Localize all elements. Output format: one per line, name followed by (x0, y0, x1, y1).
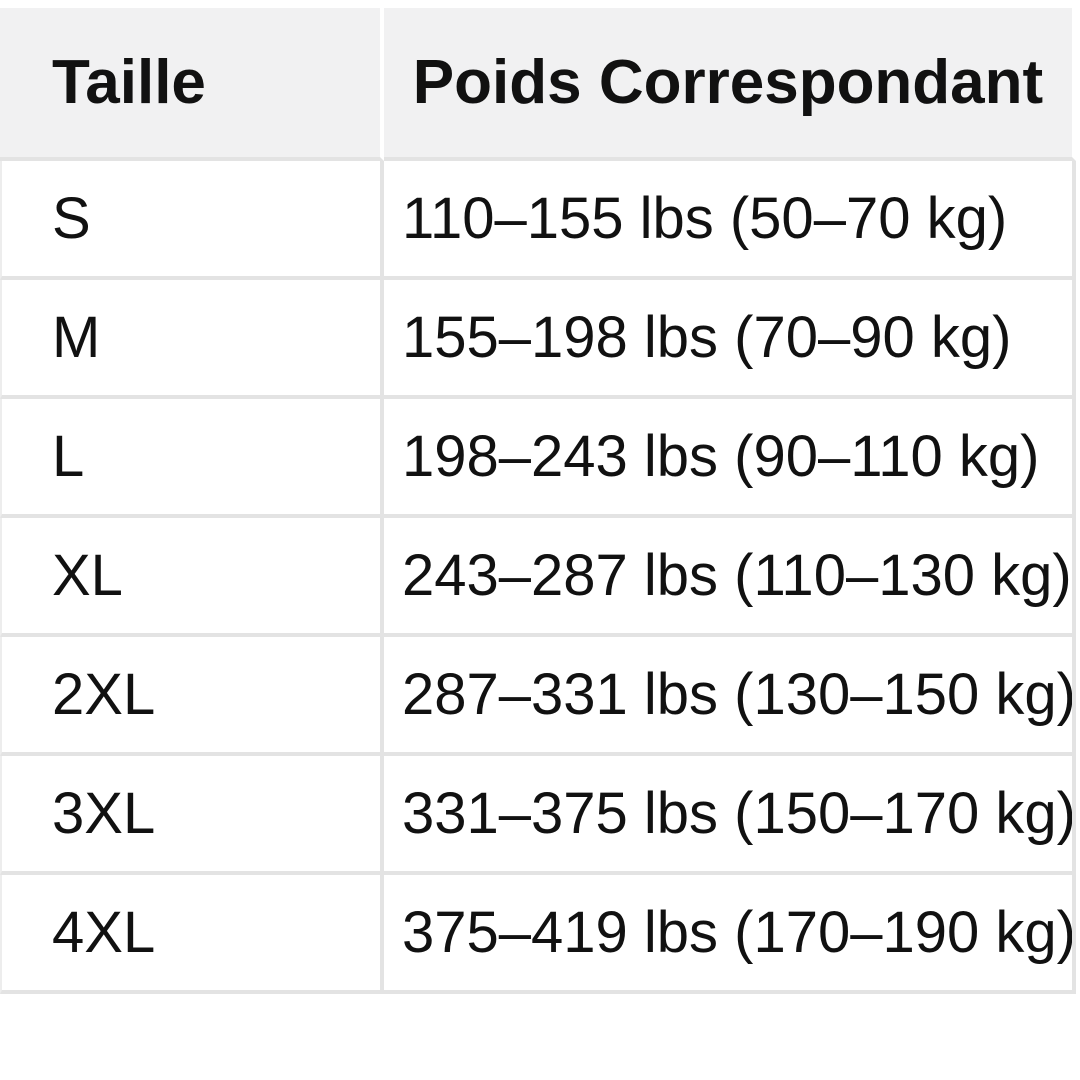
size-chart-table: Taille Poids Correspondant S 110–155 lbs… (0, 8, 1076, 994)
table-row: XL 243–287 lbs (110–130 kg) (0, 518, 1076, 637)
weight-cell: 155–198 lbs (70–90 kg) (384, 280, 1076, 399)
size-cell: 4XL (0, 875, 384, 994)
weight-cell: 287–331 lbs (130–150 kg) (384, 637, 1076, 756)
weight-cell: 110–155 lbs (50–70 kg) (384, 161, 1076, 280)
size-cell: 3XL (0, 756, 384, 875)
size-cell: XL (0, 518, 384, 637)
size-cell: L (0, 399, 384, 518)
table-row: 2XL 287–331 lbs (130–150 kg) (0, 637, 1076, 756)
col-header-taille: Taille (0, 8, 384, 161)
table-row: L 198–243 lbs (90–110 kg) (0, 399, 1076, 518)
weight-cell: 331–375 lbs (150–170 kg) (384, 756, 1076, 875)
size-cell: 2XL (0, 637, 384, 756)
table-row: M 155–198 lbs (70–90 kg) (0, 280, 1076, 399)
table-row: S 110–155 lbs (50–70 kg) (0, 161, 1076, 280)
weight-cell: 198–243 lbs (90–110 kg) (384, 399, 1076, 518)
size-cell: S (0, 161, 384, 280)
weight-cell: 243–287 lbs (110–130 kg) (384, 518, 1076, 637)
size-cell: M (0, 280, 384, 399)
table-row: 3XL 331–375 lbs (150–170 kg) (0, 756, 1076, 875)
header-row: Taille Poids Correspondant (0, 8, 1076, 161)
table-row: 4XL 375–419 lbs (170–190 kg) (0, 875, 1076, 994)
col-header-poids: Poids Correspondant (384, 8, 1076, 161)
weight-cell: 375–419 lbs (170–190 kg) (384, 875, 1076, 994)
